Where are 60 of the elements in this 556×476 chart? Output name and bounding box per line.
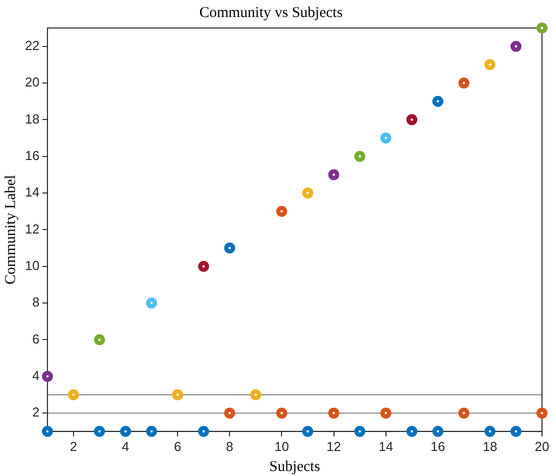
point	[276, 408, 288, 419]
point	[536, 22, 548, 34]
point	[484, 59, 496, 70]
x-tick-label: 2	[70, 438, 78, 454]
point	[68, 389, 79, 400]
point	[42, 370, 53, 382]
point	[198, 260, 210, 272]
point	[250, 389, 262, 400]
x-tick-label: 16	[430, 438, 446, 454]
point	[146, 426, 158, 437]
point	[224, 408, 236, 419]
x-tick-label: 14	[378, 438, 394, 454]
point	[354, 150, 366, 162]
point	[354, 426, 366, 437]
chart-title: Community vs Subjects	[199, 4, 343, 21]
point	[146, 298, 158, 309]
point	[432, 96, 444, 107]
point	[198, 426, 210, 437]
point	[42, 426, 53, 437]
y-axis-title: Community Label	[2, 174, 19, 284]
point	[94, 334, 106, 346]
x-tick-label: 4	[122, 438, 130, 454]
point	[432, 426, 444, 437]
y-tick-label: 18	[24, 111, 40, 126]
x-tick-label: 8	[226, 438, 234, 454]
point	[224, 242, 236, 254]
point	[120, 426, 132, 437]
x-tick-label: 6	[174, 438, 182, 454]
point	[380, 408, 392, 419]
point	[458, 408, 470, 419]
point	[302, 188, 314, 199]
point	[328, 169, 340, 180]
point	[328, 408, 340, 419]
y-tick-label: 4	[32, 368, 40, 383]
point	[302, 426, 314, 437]
x-axis-title: Subjects	[269, 458, 320, 475]
point	[276, 206, 288, 217]
x-tick-label: 18	[482, 438, 498, 454]
point	[458, 78, 470, 89]
y-tick-label: 20	[24, 74, 40, 90]
point	[94, 426, 106, 437]
y-tick-label: 16	[24, 148, 40, 163]
point	[406, 114, 418, 126]
y-tick-label: 12	[24, 221, 40, 236]
y-tick-label: 8	[32, 294, 40, 310]
x-tick-label: 20	[534, 438, 550, 454]
y-tick-label: 6	[32, 331, 40, 346]
point	[510, 426, 522, 437]
y-tick-label: 10	[24, 258, 40, 273]
y-tick-label: 14	[24, 184, 40, 200]
x-tick-label: 12	[326, 438, 342, 454]
point	[172, 389, 184, 400]
y-tick-label: 2	[32, 404, 40, 420]
y-tick-label: 22	[24, 38, 40, 53]
point	[536, 408, 548, 419]
point	[406, 426, 418, 437]
point	[484, 426, 496, 437]
x-tick-label: 10	[274, 438, 289, 454]
point	[380, 132, 392, 144]
point	[510, 40, 522, 52]
